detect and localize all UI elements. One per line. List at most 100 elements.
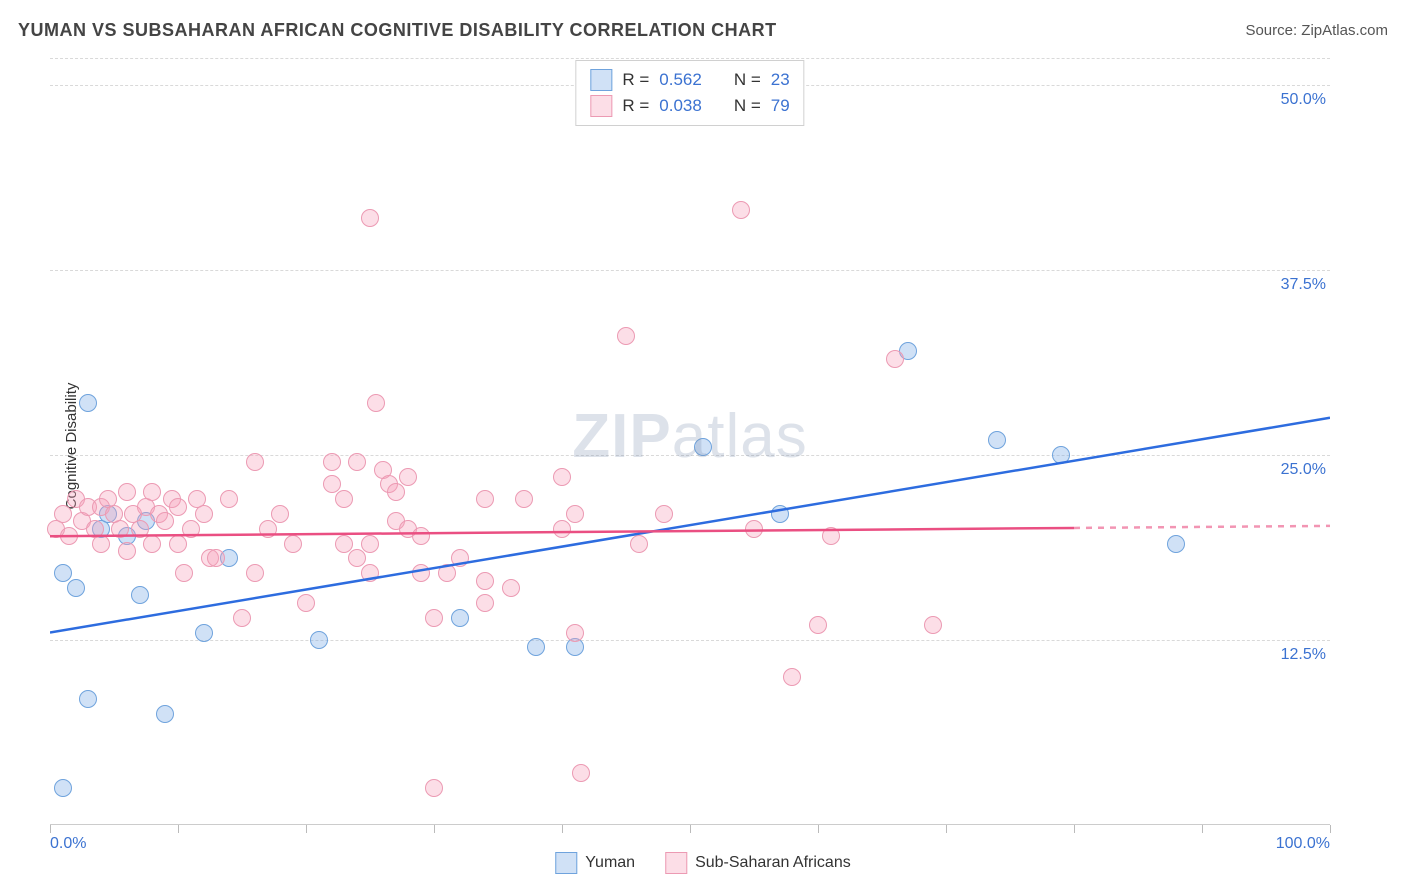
data-point	[297, 594, 315, 612]
data-point	[156, 705, 174, 723]
data-point	[348, 549, 366, 567]
stat-r-label: R =	[622, 70, 649, 90]
legend-label: Yuman	[585, 854, 635, 872]
data-point	[143, 535, 161, 553]
data-point	[367, 394, 385, 412]
y-tick-label: 50.0%	[1281, 91, 1330, 109]
data-point	[284, 535, 302, 553]
x-tick	[946, 825, 947, 833]
data-point	[809, 616, 827, 634]
data-point	[617, 327, 635, 345]
data-point	[348, 453, 366, 471]
data-point	[54, 779, 72, 797]
data-point	[886, 350, 904, 368]
data-point	[572, 764, 590, 782]
data-point	[175, 564, 193, 582]
data-point	[92, 535, 110, 553]
data-point	[60, 527, 78, 545]
stat-n-label: N =	[734, 96, 761, 116]
x-tick	[50, 825, 51, 833]
title-bar: YUMAN VS SUBSAHARAN AFRICAN COGNITIVE DI…	[18, 20, 1388, 41]
data-point	[476, 490, 494, 508]
data-point	[438, 564, 456, 582]
stat-r-value: 0.038	[659, 96, 702, 116]
watermark: ZIPatlas	[572, 401, 807, 472]
data-point	[502, 579, 520, 597]
data-point	[412, 527, 430, 545]
data-point	[182, 520, 200, 538]
data-point	[451, 609, 469, 627]
data-point	[310, 631, 328, 649]
data-point	[361, 564, 379, 582]
data-point	[399, 468, 417, 486]
data-point	[54, 564, 72, 582]
stat-n-value: 79	[771, 96, 790, 116]
data-point	[169, 498, 187, 516]
legend-label: Sub-Saharan Africans	[695, 854, 851, 872]
data-point	[169, 535, 187, 553]
data-point	[476, 572, 494, 590]
grid-line	[50, 58, 1330, 59]
legend-swatch	[590, 95, 612, 117]
source-attribution: Source: ZipAtlas.com	[1245, 22, 1388, 39]
legend-swatch	[665, 852, 687, 874]
x-tick	[434, 825, 435, 833]
data-point	[111, 520, 129, 538]
data-point	[1052, 446, 1070, 464]
watermark-light: atlas	[672, 402, 808, 471]
data-point	[745, 520, 763, 538]
data-point	[195, 624, 213, 642]
data-point	[566, 624, 584, 642]
x-tick-min: 0.0%	[50, 835, 86, 853]
x-tick	[1330, 825, 1331, 833]
y-tick-label: 37.5%	[1281, 276, 1330, 294]
data-point	[259, 520, 277, 538]
data-point	[425, 609, 443, 627]
data-point	[335, 535, 353, 553]
data-point	[732, 201, 750, 219]
data-point	[246, 453, 264, 471]
y-tick-label: 25.0%	[1281, 461, 1330, 479]
legend-item: Yuman	[555, 852, 635, 874]
data-point	[220, 490, 238, 508]
grid-line	[50, 270, 1330, 271]
data-point	[54, 505, 72, 523]
watermark-bold: ZIP	[572, 402, 671, 471]
data-point	[323, 453, 341, 471]
data-point	[335, 490, 353, 508]
data-point	[361, 535, 379, 553]
data-point	[79, 690, 97, 708]
data-point	[246, 564, 264, 582]
data-point	[1167, 535, 1185, 553]
stat-r-value: 0.562	[659, 70, 702, 90]
data-point	[207, 549, 225, 567]
data-point	[195, 505, 213, 523]
data-point	[118, 483, 136, 501]
x-tick	[818, 825, 819, 833]
scatter-plot: ZIPatlas R =0.562N =23R =0.038N =79 0.0%…	[50, 55, 1330, 825]
data-point	[924, 616, 942, 634]
legend-item: Sub-Saharan Africans	[665, 852, 851, 874]
data-point	[412, 564, 430, 582]
data-point	[271, 505, 289, 523]
x-tick	[562, 825, 563, 833]
data-point	[630, 535, 648, 553]
y-tick-label: 12.5%	[1281, 646, 1330, 664]
data-point	[476, 594, 494, 612]
stat-legend-row: R =0.038N =79	[590, 93, 789, 119]
data-point	[143, 483, 161, 501]
data-point	[822, 527, 840, 545]
x-tick	[306, 825, 307, 833]
x-tick	[690, 825, 691, 833]
x-tick	[178, 825, 179, 833]
data-point	[771, 505, 789, 523]
stat-n-label: N =	[734, 70, 761, 90]
data-point	[156, 512, 174, 530]
data-point	[361, 209, 379, 227]
data-point	[566, 505, 584, 523]
data-point	[67, 579, 85, 597]
data-point	[655, 505, 673, 523]
legend-swatch	[590, 69, 612, 91]
x-tick	[1074, 825, 1075, 833]
stat-legend-row: R =0.562N =23	[590, 67, 789, 93]
